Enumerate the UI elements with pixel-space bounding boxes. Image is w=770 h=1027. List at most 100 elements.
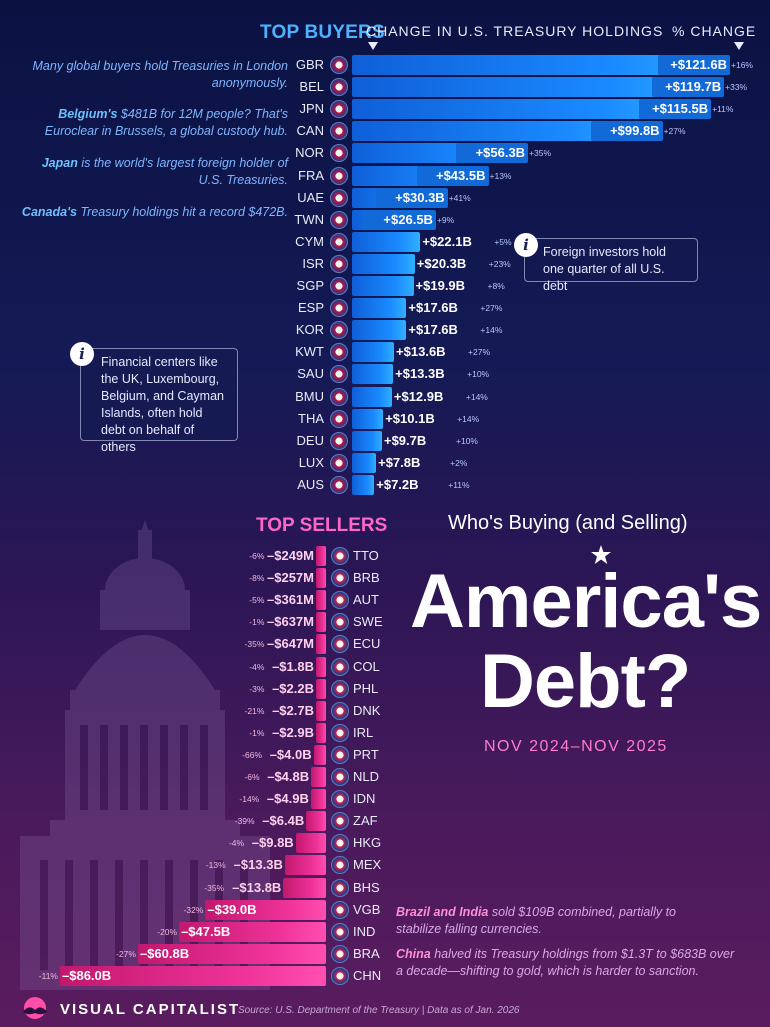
source-note: Source: U.S. Department of the Treasury … [238, 1005, 520, 1016]
buyer-value-label: +$7.2B [376, 476, 419, 492]
buyer-value-label: +$10.1B [385, 410, 435, 426]
flag-icon [331, 922, 349, 941]
seller-value-label: –$637M [267, 614, 314, 630]
flag-icon [331, 745, 349, 764]
seller-bar [283, 877, 326, 898]
country-code: PRT [353, 746, 379, 762]
country-code: CYM [295, 233, 324, 249]
seller-bar [316, 656, 326, 677]
buyer-bar [352, 430, 382, 451]
note-brazil-india: Brazil and India sold $109B combined, pa… [396, 905, 677, 936]
buyer-pct-label: +23% [488, 258, 511, 269]
buyer-bar [352, 99, 710, 120]
seller-bar [295, 833, 326, 854]
sellers-title: TOP SELLERS [256, 515, 388, 536]
seller-value-label: –$249M [267, 548, 314, 563]
flag-icon [330, 343, 348, 362]
country-code: MEX [353, 857, 382, 873]
seller-pct-label: -35% [244, 639, 265, 650]
flag-icon [331, 790, 349, 809]
country-code: DNK [353, 702, 381, 718]
seller-value-label: –$4.0B [269, 746, 312, 762]
country-code: DEU [296, 432, 324, 448]
seller-pct-label: -32% [183, 904, 204, 915]
buyer-bar [352, 276, 414, 296]
buyer-value-label: +$9.7B [383, 432, 427, 448]
flag-icon [331, 591, 349, 610]
flag-icon [330, 365, 348, 384]
buyer-pct-label: +41% [448, 192, 471, 203]
brand-name: VISUAL CAPITALIST [60, 1001, 241, 1018]
buyer-pct-label: +2% [450, 457, 468, 468]
country-code: TTO [353, 548, 379, 563]
seller-bar [306, 811, 326, 832]
country-code: JPN [299, 101, 324, 117]
country-code: FRA [298, 167, 324, 183]
seller-pct-label: -4% [228, 838, 245, 849]
country-code: VGB [353, 901, 381, 917]
flag-icon [330, 431, 348, 450]
buyer-value-label: +$7.8B [378, 454, 421, 470]
buyer-pct-label: +11% [712, 104, 734, 115]
buyer-pct-label: +10% [455, 435, 478, 446]
seller-pct-label: -27% [116, 948, 136, 959]
buyer-value-label: +$30.3B [375, 187, 448, 208]
seller-bar [316, 568, 326, 589]
buyer-value-label: +$17.6B [408, 322, 458, 338]
info-icon: i [514, 233, 538, 257]
seller-bar [316, 634, 326, 655]
change-axis-label: CHANGE IN U.S. TREASURY HOLDINGS [366, 23, 664, 39]
country-code: KOR [295, 322, 324, 338]
seller-bar [310, 789, 326, 810]
info-box-foreign-investors: Foreign investors hold one quarter of al… [524, 238, 698, 293]
seller-pct-label: -39% [234, 816, 255, 827]
seller-value-label: –$47.5B [181, 923, 231, 939]
seller-pct-label: -21% [244, 705, 265, 716]
buyer-bar [352, 55, 728, 75]
flag-icon [330, 475, 348, 494]
flag-icon [331, 635, 349, 654]
buyer-pct-label: +27% [468, 347, 491, 358]
buyer-pct-label: +27% [663, 126, 686, 137]
seller-value-label: –$1.8B [272, 658, 314, 674]
seller-bar [284, 855, 326, 876]
flag-icon [330, 299, 348, 318]
seller-value-label: –$257M [267, 570, 314, 586]
seller-value-label: –$2.7B [272, 702, 314, 718]
seller-pct-label: -8% [249, 573, 265, 584]
country-code: IRL [353, 724, 374, 740]
seller-value-label: –$4.8B [267, 769, 310, 784]
change-marker-icon [368, 42, 378, 50]
buyer-value-label: +$43.5B [416, 165, 489, 186]
buyer-value-label: +$20.3B [416, 255, 467, 271]
seller-bar [60, 965, 326, 986]
buyer-value-label: +$99.8B [590, 121, 663, 142]
country-code: ECU [353, 636, 381, 652]
seller-bar [316, 678, 326, 699]
country-code: AUT [353, 592, 379, 608]
country-code: GBR [295, 57, 324, 72]
seller-value-label: –$2.2B [272, 680, 314, 696]
flag-icon [330, 387, 348, 406]
country-code: HKG [353, 835, 382, 851]
buyer-pct-label: +35% [529, 148, 552, 159]
country-code: PHL [353, 680, 379, 696]
buyer-pct-label: +5% [494, 236, 512, 247]
buyer-value-label: +$13.3B [395, 366, 445, 382]
seller-pct-label: -14% [239, 794, 260, 805]
buyer-bar [352, 320, 407, 341]
seller-bar [316, 722, 326, 743]
seller-bar [137, 943, 326, 964]
seller-pct-label: -13% [205, 860, 226, 871]
flag-icon [330, 78, 348, 97]
country-code: KWT [295, 344, 324, 360]
buyer-value-label: +$26.5B [363, 209, 436, 230]
seller-pct-label: -1% [249, 727, 265, 738]
flag-icon [331, 966, 349, 985]
buyer-bar [352, 474, 375, 495]
country-code: UAE [297, 189, 324, 205]
country-code: CAN [296, 123, 324, 139]
flag-icon [331, 944, 349, 963]
seller-pct-label: -5% [249, 595, 265, 606]
buyer-pct-label: +27% [480, 303, 503, 314]
